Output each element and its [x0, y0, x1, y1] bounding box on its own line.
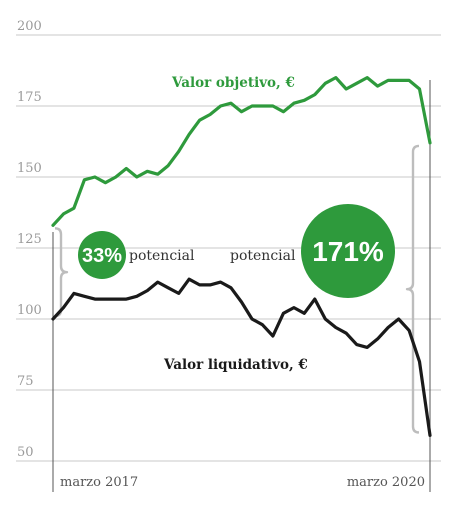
y-tick-label-175: 175 — [17, 90, 42, 105]
percent-label-big: 171% — [312, 236, 384, 267]
potential-annotation-small: 33% potencial — [78, 231, 195, 279]
series-lines — [51, 76, 432, 437]
potential-text-small: potencial — [129, 248, 195, 264]
series-line-valor-objetivo — [51, 76, 432, 227]
y-tick-label-50: 50 — [17, 445, 34, 460]
potential-annotation-big: 171% potencial — [230, 204, 395, 298]
x-tick-label-start: marzo 2017 — [60, 475, 138, 490]
vertical-axis-lines — [52, 80, 431, 492]
y-axis-tick-labels: 50 75 100 125 150 175 200 — [17, 19, 42, 460]
bracket-end — [405, 144, 420, 434]
percent-badge-small — [78, 231, 126, 279]
series-label-valor-objetivo: Valor objetivo, € — [171, 75, 295, 91]
y-tick-label-125: 125 — [17, 232, 42, 247]
y-tick-label-75: 75 — [17, 374, 34, 389]
x-tick-label-end: marzo 2020 — [347, 475, 425, 490]
percent-badge-big — [301, 204, 395, 298]
y-tick-label-150: 150 — [17, 161, 42, 176]
series-label-valor-liquidativo: Valor liquidativo, € — [163, 357, 308, 373]
y-tick-label-200: 200 — [17, 19, 42, 34]
y-tick-label-100: 100 — [17, 303, 42, 318]
potential-text-big: potencial — [230, 248, 296, 264]
percent-label-small: 33% — [82, 245, 122, 267]
series-line-valor-liquidativo — [51, 277, 432, 437]
